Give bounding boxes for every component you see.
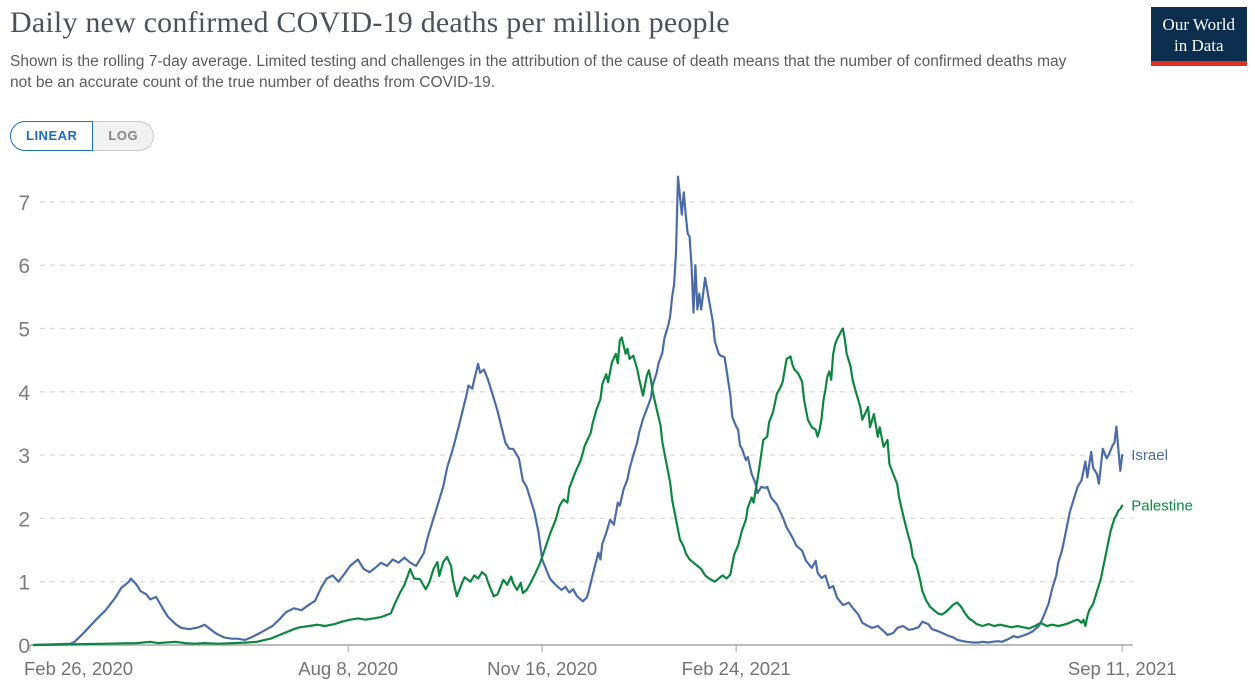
- owid-logo-line2: in Data: [1173, 36, 1224, 55]
- chart-svg: 0 1 2 3 4 5 6 7 Feb 26, 2020 Aug 8, 2020 Nov 16, 2…: [18, 175, 1193, 679]
- y-tick-label: 4: [18, 382, 30, 405]
- y-tick-label: 6: [18, 255, 30, 278]
- x-tick-label: Feb 26, 2020: [24, 658, 133, 679]
- palestine-series-label: Palestine: [1131, 498, 1193, 515]
- y-tick-label: 0: [18, 635, 30, 658]
- line-chart-plot-area[interactable]: 0 1 2 3 4 5 6 7 Feb 26, 2020 Aug 8, 2020 Nov 16, 2…: [0, 169, 1255, 689]
- y-tick-label: 3: [18, 445, 30, 468]
- log-button[interactable]: LOG: [93, 121, 155, 151]
- palestine-line: [32, 327, 1124, 647]
- x-tick-label: Feb 24, 2021: [682, 658, 791, 679]
- y-tick-label: 7: [18, 192, 30, 215]
- x-tick-label: Aug 8, 2020: [298, 658, 398, 679]
- x-tick-label: Sep 11, 2021: [1068, 658, 1177, 679]
- scale-toggle: LINEAR LOG: [10, 121, 155, 151]
- chart-subtitle: Shown is the rolling 7-day average. Limi…: [10, 53, 1067, 91]
- y-tick-label: 2: [18, 508, 30, 531]
- x-tick-label: Nov 16, 2020: [487, 658, 597, 679]
- israel-line: [32, 175, 1124, 647]
- y-tick-label: 1: [18, 572, 30, 595]
- linear-button[interactable]: LINEAR: [10, 121, 94, 151]
- y-tick-label: 5: [18, 319, 30, 342]
- israel-series-label: Israel: [1131, 447, 1168, 464]
- chart-title: Daily new confirmed COVID-19 deaths per …: [10, 6, 730, 39]
- owid-logo[interactable]: Our World in Data: [1150, 7, 1247, 66]
- owid-logo-line1: Our World: [1162, 15, 1235, 34]
- owid-logo-red-bar: [1150, 61, 1247, 66]
